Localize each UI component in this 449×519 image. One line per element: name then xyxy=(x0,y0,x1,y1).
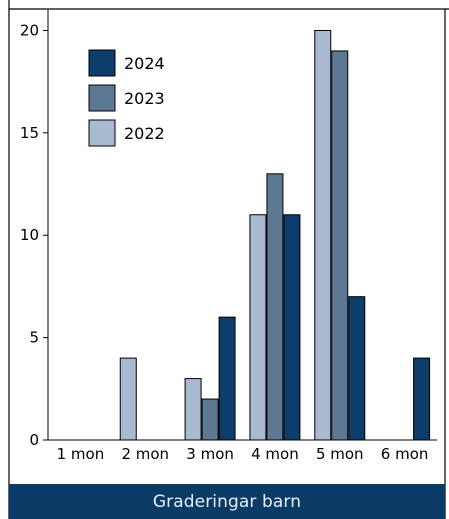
bar-2023-3-mon xyxy=(201,398,219,441)
bar-2024-6-mon xyxy=(413,357,431,441)
legend-label-2023: 2023 xyxy=(124,89,165,108)
legend-swatch-2022 xyxy=(88,119,116,147)
legend-label-2024: 2024 xyxy=(124,54,165,73)
chart-caption: Graderingar barn xyxy=(152,491,302,512)
x-tick-label: 4 mon xyxy=(251,445,299,463)
chart-caption-bar: Graderingar barn xyxy=(9,484,445,519)
y-tick-label: 5 xyxy=(29,329,39,347)
bar-2022-3-mon xyxy=(184,378,202,441)
bar-2024-4-mon xyxy=(283,214,301,441)
bar-2024-5-mon xyxy=(348,296,366,441)
legend-swatch-2024 xyxy=(88,49,116,77)
legend-swatch-2023 xyxy=(88,84,116,112)
y-tick-label: 10 xyxy=(20,226,39,244)
x-tick-label: 3 mon xyxy=(186,445,234,463)
bar-2023-4-mon xyxy=(266,173,284,441)
x-tick-label: 5 mon xyxy=(316,445,364,463)
legend-label-2022: 2022 xyxy=(124,124,165,143)
y-tick-label: 20 xyxy=(20,21,39,39)
bar-2022-4-mon xyxy=(249,214,267,441)
bar-2022-5-mon xyxy=(314,29,332,441)
x-tick-label: 2 mon xyxy=(121,445,169,463)
x-tick-label: 6 mon xyxy=(381,445,429,463)
bar-2024-3-mon xyxy=(218,316,236,441)
bar-2022-2-mon xyxy=(119,357,137,441)
bar-2023-5-mon xyxy=(331,50,349,441)
x-tick-label: 1 mon xyxy=(57,445,105,463)
y-tick-label: 0 xyxy=(29,431,39,449)
y-tick-label: 15 xyxy=(20,124,39,142)
